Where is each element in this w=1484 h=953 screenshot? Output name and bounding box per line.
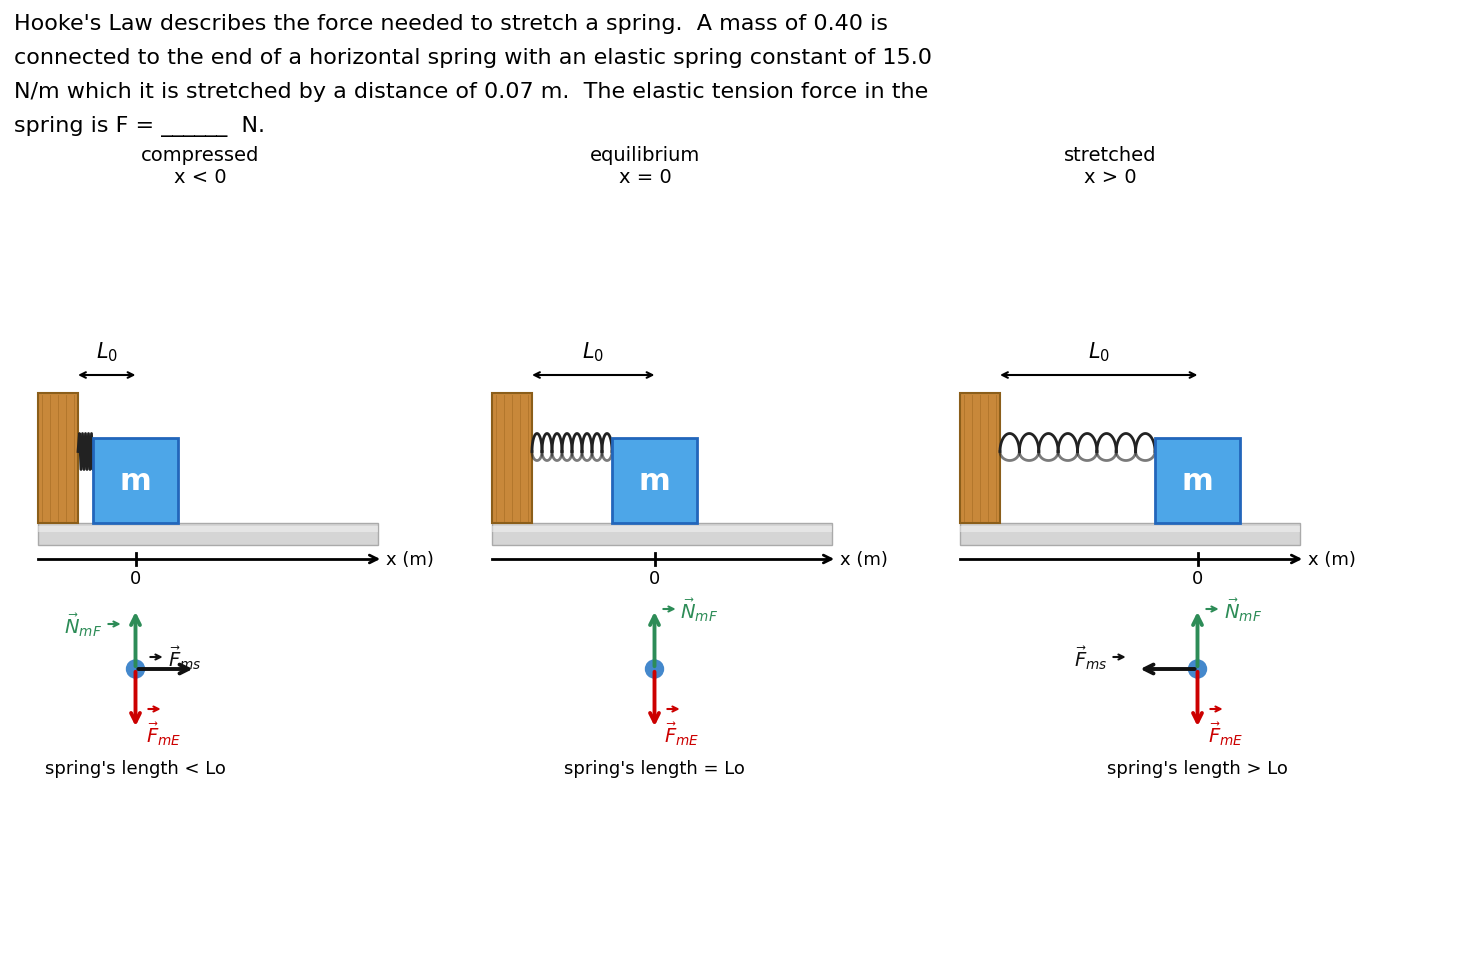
Text: $\vec{F}_{ms}$: $\vec{F}_{ms}$ bbox=[168, 643, 200, 671]
Bar bbox=[39, 394, 79, 523]
Circle shape bbox=[126, 660, 144, 679]
Text: x > 0: x > 0 bbox=[1083, 168, 1137, 187]
Text: x = 0: x = 0 bbox=[619, 168, 671, 187]
Text: $\vec{N}_{mF}$: $\vec{N}_{mF}$ bbox=[64, 611, 102, 639]
Text: $\vec{F}_{mE}$: $\vec{F}_{mE}$ bbox=[1208, 720, 1242, 747]
Bar bbox=[39, 527, 378, 532]
Text: m: m bbox=[1181, 467, 1214, 496]
Text: spring's length = Lo: spring's length = Lo bbox=[564, 760, 745, 778]
Bar bbox=[39, 523, 378, 545]
Text: $\vec{F}_{mE}$: $\vec{F}_{mE}$ bbox=[665, 720, 700, 747]
Text: spring's length < Lo: spring's length < Lo bbox=[45, 760, 226, 778]
Bar bbox=[960, 394, 1000, 523]
Bar bbox=[493, 527, 833, 532]
Bar bbox=[1155, 438, 1241, 523]
Text: $\vec{N}_{mF}$: $\vec{N}_{mF}$ bbox=[681, 596, 718, 623]
Text: $\vec{F}_{ms}$: $\vec{F}_{ms}$ bbox=[1074, 643, 1107, 671]
Bar bbox=[93, 438, 178, 523]
Text: N/m which it is stretched by a distance of 0.07 m.  The elastic tension force in: N/m which it is stretched by a distance … bbox=[13, 82, 929, 102]
Text: connected to the end of a horizontal spring with an elastic spring constant of 1: connected to the end of a horizontal spr… bbox=[13, 48, 932, 68]
Text: 0: 0 bbox=[1192, 569, 1204, 587]
Text: x (m): x (m) bbox=[840, 551, 887, 568]
Text: Hooke's Law describes the force needed to stretch a spring.  A mass of 0.40 is: Hooke's Law describes the force needed t… bbox=[13, 14, 887, 34]
Bar bbox=[960, 527, 1300, 532]
Text: x < 0: x < 0 bbox=[174, 168, 227, 187]
Text: m: m bbox=[638, 467, 671, 496]
Text: $\vec{N}_{mF}$: $\vec{N}_{mF}$ bbox=[1223, 596, 1261, 623]
Text: x (m): x (m) bbox=[1307, 551, 1356, 568]
Text: 0: 0 bbox=[131, 569, 141, 587]
Text: $L_0$: $L_0$ bbox=[1088, 340, 1110, 364]
Text: $L_0$: $L_0$ bbox=[96, 340, 117, 364]
Text: spring is F = ______  N.: spring is F = ______ N. bbox=[13, 116, 266, 137]
Text: compressed: compressed bbox=[141, 146, 260, 165]
Text: equilibrium: equilibrium bbox=[589, 146, 700, 165]
Bar bbox=[493, 523, 833, 545]
Text: spring's length > Lo: spring's length > Lo bbox=[1107, 760, 1288, 778]
Text: x (m): x (m) bbox=[386, 551, 433, 568]
Text: $L_0$: $L_0$ bbox=[582, 340, 604, 364]
Bar bbox=[493, 394, 531, 523]
Circle shape bbox=[646, 660, 663, 679]
Text: $\vec{F}_{mE}$: $\vec{F}_{mE}$ bbox=[145, 720, 181, 747]
Text: 0: 0 bbox=[649, 569, 660, 587]
Bar bbox=[960, 523, 1300, 545]
Text: stretched: stretched bbox=[1064, 146, 1156, 165]
Text: m: m bbox=[120, 467, 151, 496]
Circle shape bbox=[1189, 660, 1206, 679]
Bar bbox=[611, 438, 697, 523]
